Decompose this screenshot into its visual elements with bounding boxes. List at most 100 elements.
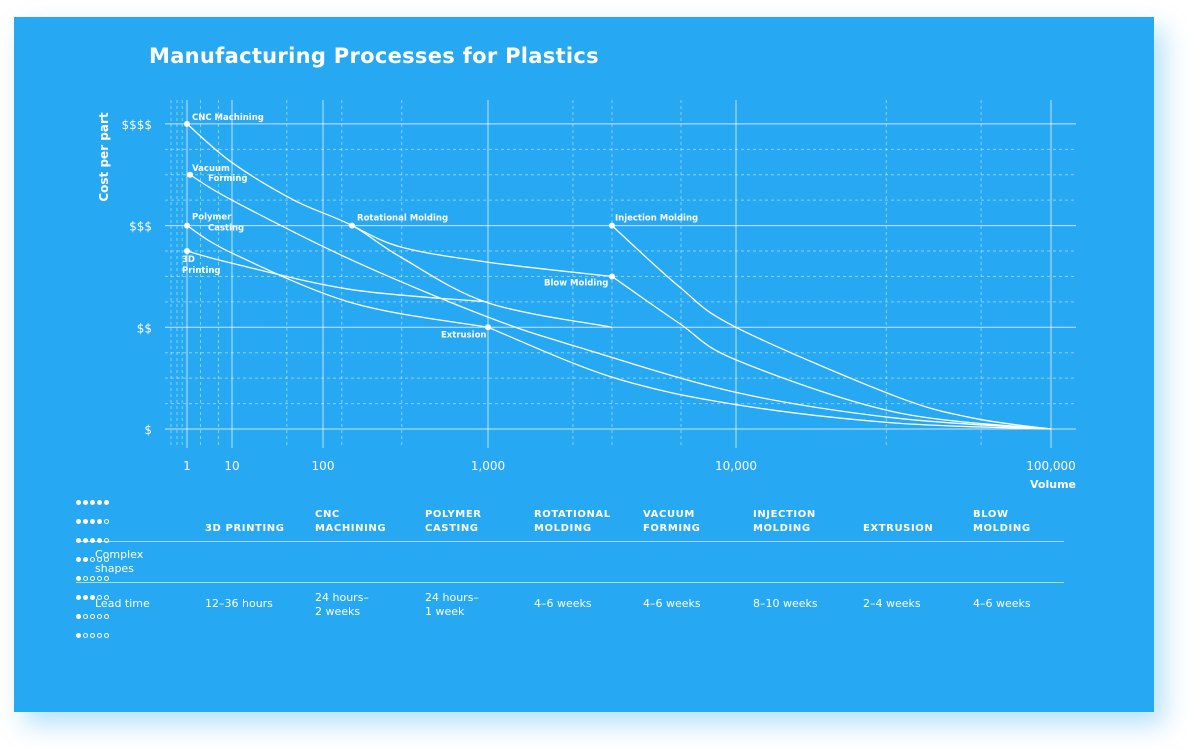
complexity-rating <box>76 490 1064 509</box>
lead-time-value: 24 hours– <box>315 591 369 604</box>
series-start-point-polymer-casting <box>184 222 190 229</box>
complexity-rating <box>76 528 1064 547</box>
series-start-point-vacuum-forming <box>187 171 194 178</box>
series-start-point-cnc-machining <box>184 120 190 127</box>
row-label-complex-shapes: shapes <box>95 562 134 575</box>
filled-dot-icon <box>83 519 88 524</box>
series-start-point-rotational-molding <box>349 222 356 229</box>
column-header: MOLDING <box>973 523 1031 534</box>
filled-dot-icon <box>97 519 102 524</box>
series-line-injection-molding <box>611 225 1052 430</box>
empty-dot-icon <box>97 595 102 600</box>
lead-time-value: 4–6 weeks <box>534 597 592 610</box>
series-line-3d-printing <box>186 250 489 303</box>
series-line-blow-molding <box>611 275 1052 430</box>
row-label-complex-shapes: Complex <box>95 548 144 561</box>
empty-dot-icon <box>104 614 109 619</box>
column-header: INJECTION <box>753 509 816 520</box>
column-header: EXTRUSION <box>863 523 934 534</box>
filled-dot-icon <box>97 538 102 543</box>
column-header: VACUUM <box>643 509 695 520</box>
complexity-rating <box>76 585 1064 604</box>
empty-dot-icon <box>104 595 109 600</box>
filled-dot-icon <box>83 557 88 562</box>
empty-dot-icon <box>104 557 109 562</box>
filled-dot-icon <box>76 519 81 524</box>
empty-dot-icon <box>104 538 109 543</box>
x-axis-label: Volume <box>1030 478 1076 491</box>
comparison-table: Complex shapes Lead time 3D PRINTING 12–36 h… <box>76 490 1064 642</box>
column-header: CNC <box>315 509 340 520</box>
complexity-rating <box>76 623 1064 642</box>
series-start-point-3d-printing <box>184 248 190 255</box>
y-tick-label: $$ <box>137 321 152 335</box>
empty-dot-icon <box>90 557 95 562</box>
column-header: MOLDING <box>534 523 592 534</box>
empty-dot-icon <box>97 633 102 638</box>
empty-dot-icon <box>90 633 95 638</box>
lead-time-value: 1 week <box>425 605 465 618</box>
column-header: CASTING <box>425 523 479 534</box>
column-header: ROTATIONAL <box>534 509 611 520</box>
empty-dot-icon <box>104 633 109 638</box>
filled-dot-icon <box>104 500 109 505</box>
complexity-rating <box>76 509 1064 528</box>
filled-dot-icon <box>76 576 81 581</box>
filled-dot-icon <box>90 538 95 543</box>
filled-dot-icon <box>76 633 81 638</box>
column-header: POLYMER <box>425 509 482 520</box>
empty-dot-icon <box>90 576 95 581</box>
series-label-vacuum-forming: Forming <box>208 174 247 184</box>
lead-time-value: 2–4 weeks <box>863 597 921 610</box>
series-label-3d-printing: Printing <box>182 266 221 276</box>
filled-dot-icon <box>76 595 81 600</box>
column-header: BLOW <box>973 509 1009 520</box>
table-divider <box>76 582 1064 583</box>
empty-dot-icon <box>97 576 102 581</box>
empty-dot-icon <box>90 614 95 619</box>
series-start-point-injection-molding <box>608 222 615 229</box>
series-label-rotational-molding: Rotational Molding <box>357 214 448 224</box>
empty-dot-icon <box>97 614 102 619</box>
series-start-point-blow-molding <box>608 273 615 280</box>
lead-time-value: 8–10 weeks <box>753 597 818 610</box>
chart-title: Manufacturing Processes for Plastics <box>149 44 599 68</box>
series-start-point-extrusion <box>485 324 491 331</box>
empty-dot-icon <box>104 519 109 524</box>
filled-dot-icon <box>76 557 81 562</box>
series-label-polymer-casting: Polymer <box>192 213 232 223</box>
filled-dot-icon <box>76 538 81 543</box>
x-tick-label: 1 <box>183 459 191 473</box>
column-header: MACHINING <box>315 523 387 534</box>
y-tick-label: $ <box>144 423 152 437</box>
empty-dot-icon <box>97 557 102 562</box>
column-header: 3D PRINTING <box>205 523 285 534</box>
series-label-extrusion: Extrusion <box>441 330 486 340</box>
lead-time-value: 12–36 hours <box>205 597 273 610</box>
series-line-extrusion <box>487 326 1052 430</box>
filled-dot-icon <box>83 500 88 505</box>
empty-dot-icon <box>83 614 88 619</box>
x-tick-label: 100,000 <box>1026 459 1076 473</box>
row-label-lead-time: Lead time <box>95 597 150 610</box>
complexity-rating <box>76 604 1064 623</box>
filled-dot-icon <box>90 500 95 505</box>
filled-dot-icon <box>83 538 88 543</box>
filled-dot-icon <box>90 595 95 600</box>
series-line-polymer-casting <box>186 225 489 328</box>
x-tick-label: 100 <box>312 459 335 473</box>
y-tick-label: $$$ <box>129 220 152 234</box>
column-header: FORMING <box>643 523 701 534</box>
x-tick-label: 1,000 <box>471 459 505 473</box>
filled-dot-icon <box>97 500 102 505</box>
x-tick-label: 10 <box>224 459 239 473</box>
filled-dot-icon <box>83 595 88 600</box>
series-label-3d-printing: 3D <box>182 255 195 265</box>
series-label-injection-molding: Injection Molding <box>615 214 698 224</box>
lead-time-value: 4–6 weeks <box>973 597 1031 610</box>
series-label-polymer-casting: Casting <box>208 224 244 234</box>
lead-time-value: 4–6 weeks <box>643 597 701 610</box>
series-label-blow-molding: Blow Molding <box>544 278 608 288</box>
filled-dot-icon <box>90 519 95 524</box>
